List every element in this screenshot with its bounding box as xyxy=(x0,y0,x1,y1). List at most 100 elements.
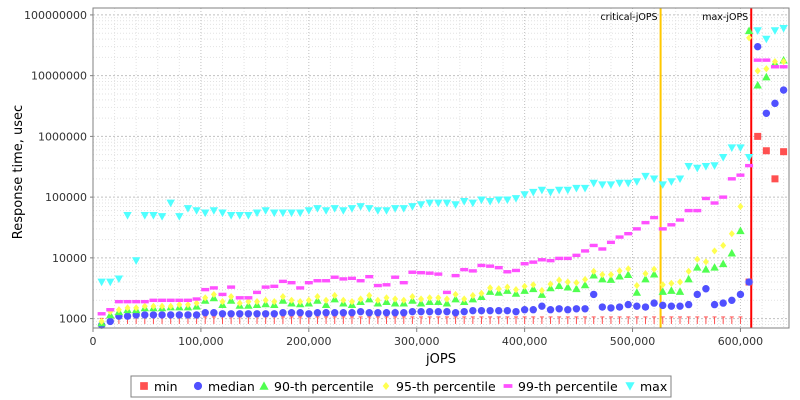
data-point xyxy=(762,147,770,155)
data-point xyxy=(158,311,166,319)
data-point xyxy=(718,154,728,162)
data-point xyxy=(649,269,659,278)
data-point xyxy=(176,300,183,309)
data-point xyxy=(339,277,348,281)
data-point xyxy=(209,207,219,215)
data-point xyxy=(572,184,581,193)
legend-box xyxy=(130,375,672,398)
data-point xyxy=(183,205,193,213)
x-tick-label: 300,000 xyxy=(394,335,440,348)
data-point xyxy=(451,273,460,278)
data-point xyxy=(321,207,331,215)
data-point xyxy=(762,58,771,62)
data-point xyxy=(554,281,564,289)
data-point xyxy=(753,27,762,35)
data-point xyxy=(537,186,547,195)
data-point xyxy=(330,205,339,213)
data-point xyxy=(141,302,148,310)
data-point xyxy=(624,179,633,188)
legend-item: median xyxy=(193,379,255,394)
data-point xyxy=(710,201,719,205)
data-point xyxy=(365,309,373,317)
data-point xyxy=(770,27,780,35)
data-point xyxy=(442,290,451,295)
data-point xyxy=(694,255,701,263)
legend-item: 90-th percentile xyxy=(259,379,374,394)
data-point xyxy=(235,212,244,220)
data-point xyxy=(133,304,140,312)
data-point xyxy=(494,265,503,270)
data-point xyxy=(746,34,753,42)
data-point xyxy=(762,35,771,44)
data-point xyxy=(658,181,667,189)
data-point xyxy=(607,304,615,312)
data-point xyxy=(667,286,676,294)
data-point xyxy=(304,207,314,215)
data-point xyxy=(563,256,572,261)
data-point xyxy=(451,294,460,303)
data-points xyxy=(97,24,788,329)
data-point xyxy=(469,306,477,315)
data-point xyxy=(546,258,555,263)
data-point xyxy=(572,305,581,313)
data-point xyxy=(719,195,728,199)
data-point xyxy=(252,209,262,218)
data-point xyxy=(192,297,201,301)
data-point xyxy=(166,199,175,208)
data-point xyxy=(409,293,416,301)
data-point xyxy=(701,265,711,273)
data-point xyxy=(736,144,745,152)
data-point xyxy=(684,208,693,213)
data-point xyxy=(244,296,253,300)
legend-swatch xyxy=(140,382,148,390)
data-point xyxy=(228,293,235,301)
data-point xyxy=(598,247,607,251)
data-point xyxy=(564,306,572,314)
data-point xyxy=(408,307,417,316)
data-point xyxy=(624,231,633,236)
data-point xyxy=(348,298,355,306)
data-point xyxy=(649,175,659,184)
data-point xyxy=(149,311,158,319)
data-point xyxy=(425,271,434,275)
data-point xyxy=(366,291,373,300)
data-point xyxy=(399,280,408,285)
data-point xyxy=(356,203,365,211)
data-point xyxy=(633,302,641,310)
data-point xyxy=(771,175,779,183)
data-point xyxy=(624,270,633,279)
data-point xyxy=(745,278,753,286)
data-point xyxy=(313,279,322,283)
data-point xyxy=(710,162,719,170)
data-point xyxy=(443,307,451,316)
data-point xyxy=(590,267,597,275)
data-point xyxy=(530,281,537,289)
data-point xyxy=(297,298,304,306)
y-tick-label: 100000 xyxy=(45,191,87,204)
data-point xyxy=(418,295,425,303)
data-point xyxy=(374,296,381,304)
data-point xyxy=(598,274,607,283)
legend: min median 90-th percentile 95-th percentil… xyxy=(130,375,672,398)
data-point xyxy=(218,209,227,218)
data-point xyxy=(573,279,580,287)
data-point xyxy=(150,302,157,310)
data-point xyxy=(339,309,348,317)
data-point xyxy=(331,291,338,300)
data-point xyxy=(201,209,210,218)
data-point xyxy=(193,299,200,307)
data-point xyxy=(114,299,123,304)
x-axis-title: jOPS xyxy=(425,352,456,367)
data-point xyxy=(323,296,330,304)
data-point xyxy=(408,203,417,211)
data-point xyxy=(702,258,709,266)
data-point xyxy=(728,230,735,238)
plot-border xyxy=(92,7,790,329)
data-point xyxy=(555,305,563,313)
data-point xyxy=(478,289,485,297)
y-tick-label: 10000000 xyxy=(31,70,87,83)
data-point xyxy=(589,290,598,299)
data-point xyxy=(693,208,702,213)
data-point xyxy=(754,42,762,51)
data-point xyxy=(416,201,426,209)
